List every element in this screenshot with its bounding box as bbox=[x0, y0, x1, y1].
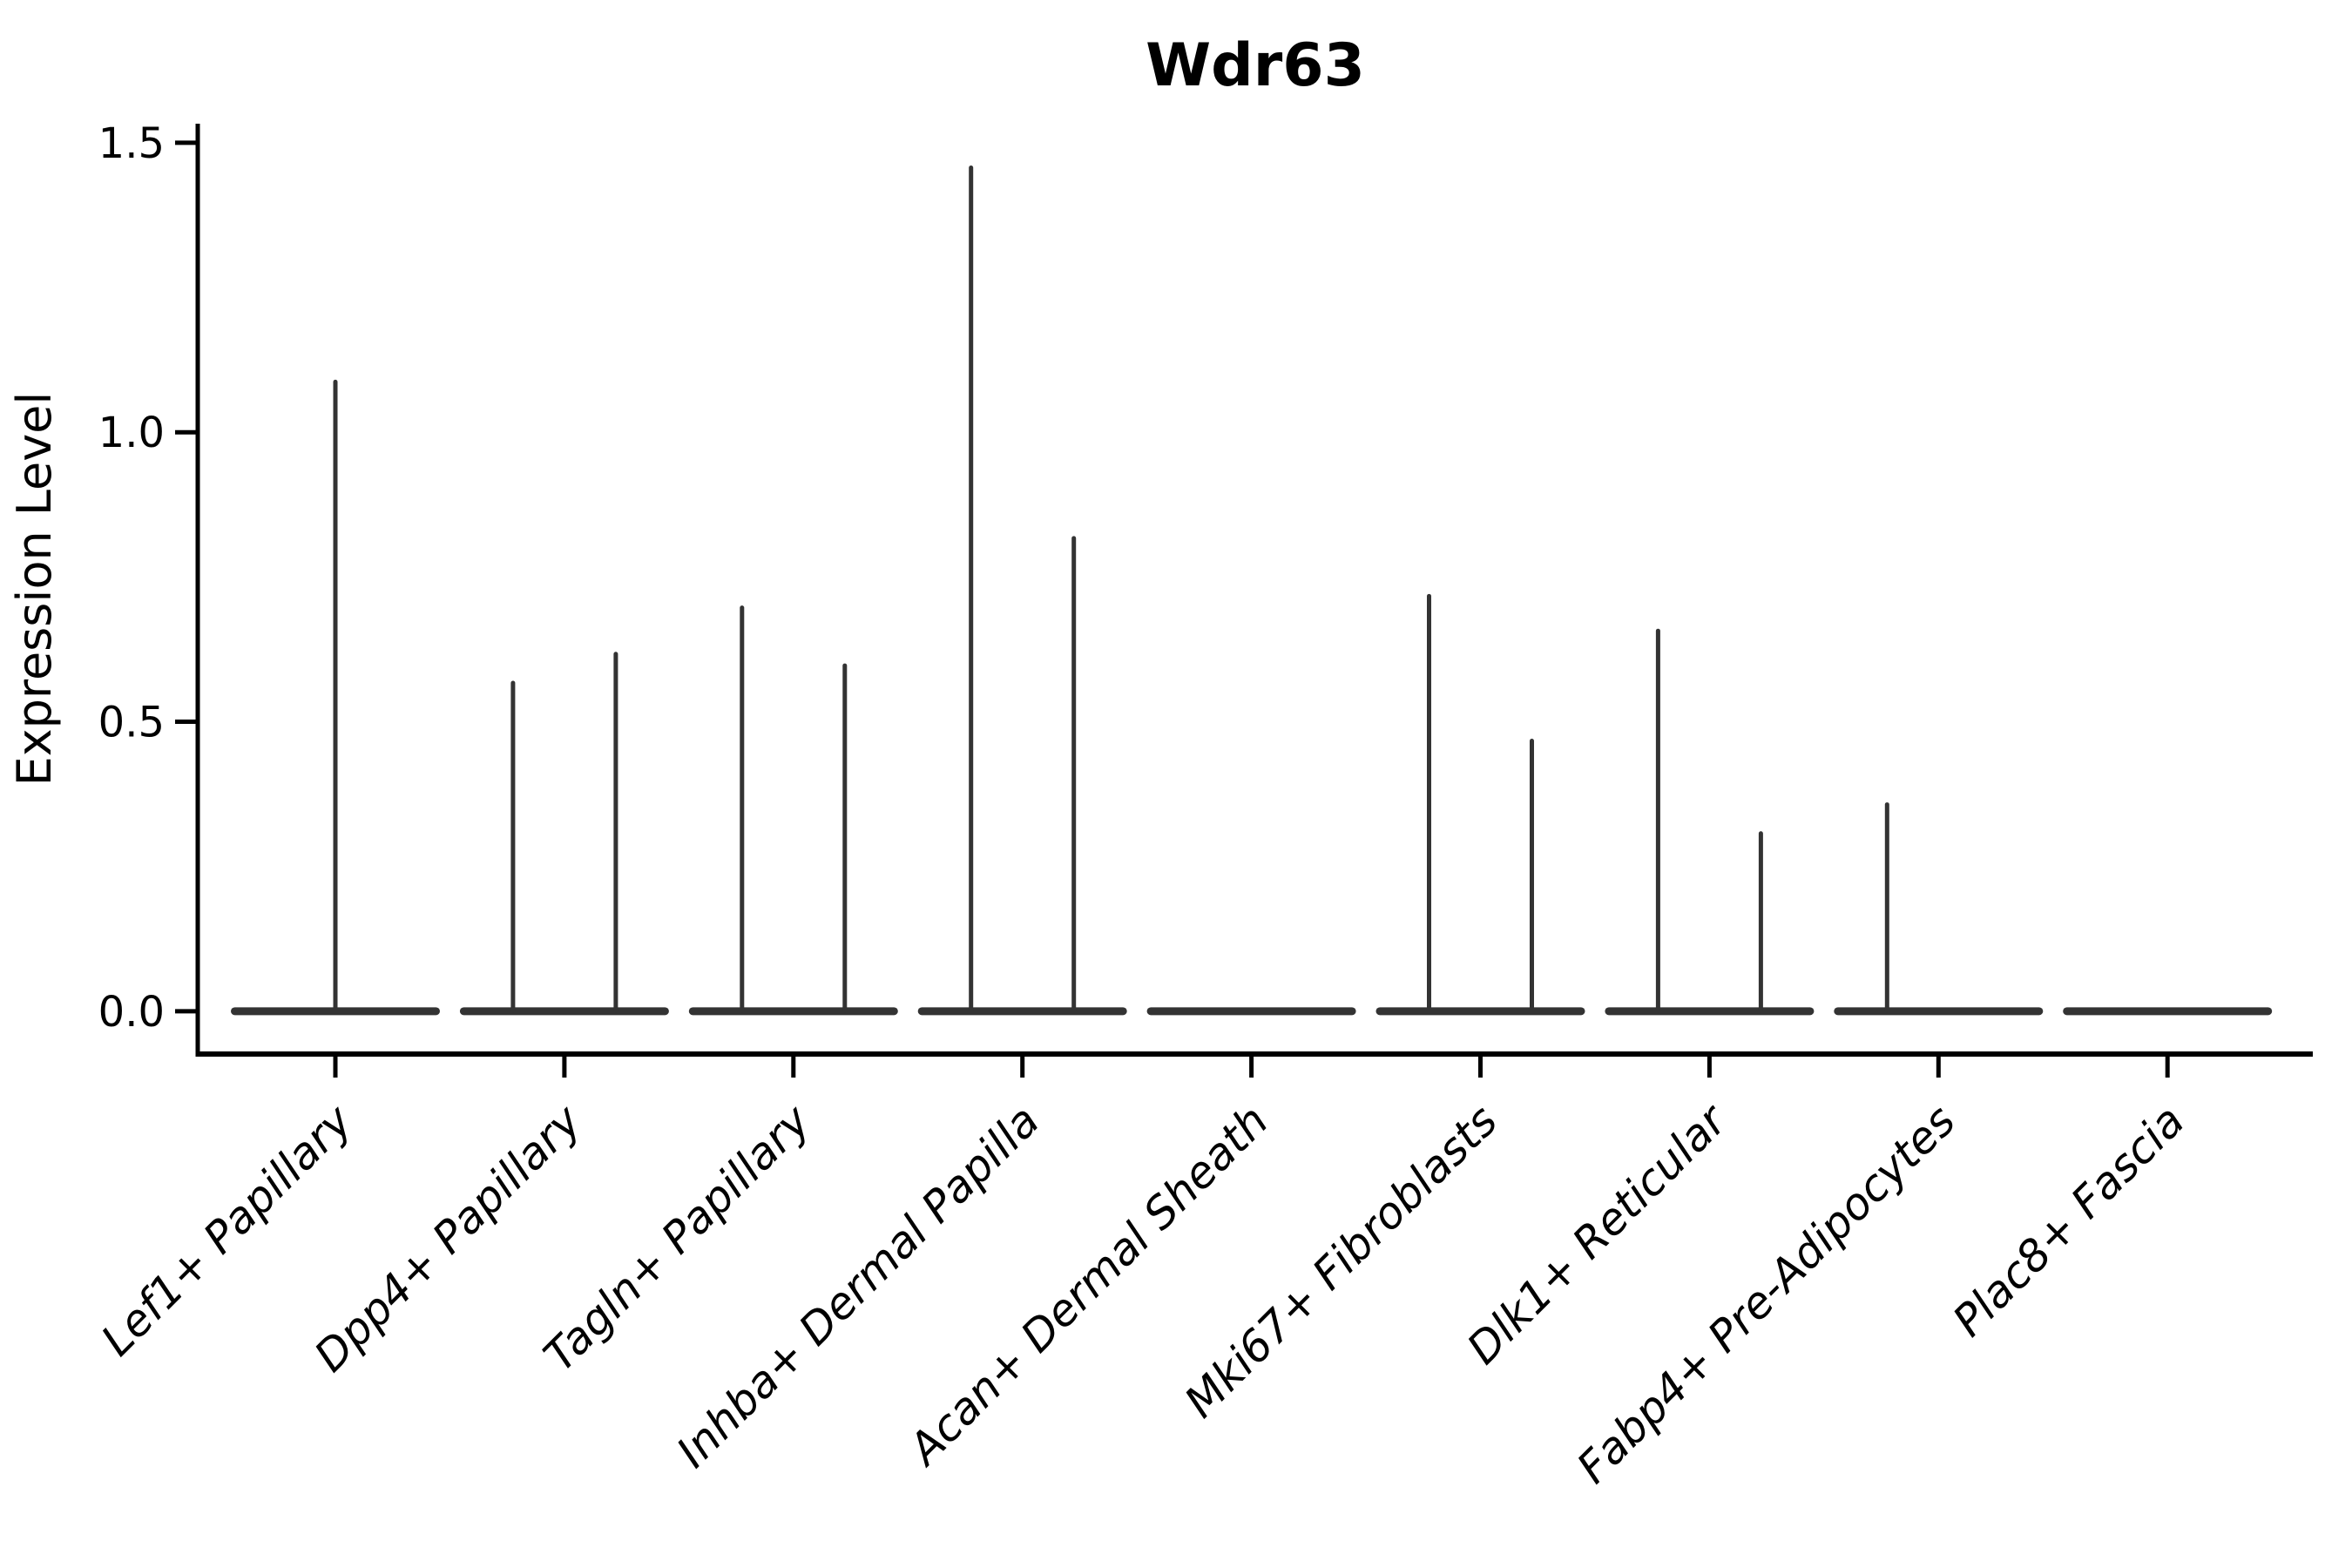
violin-base bbox=[459, 1007, 669, 1016]
x-tick-label: Inhba+ Dermal Papilla bbox=[667, 1095, 1049, 1477]
y-axis-ticks: 0.0 0.5 1.0 1.5 bbox=[98, 119, 198, 1037]
x-tick-label: Plac8+ Fascia bbox=[1943, 1095, 2194, 1346]
violin-base bbox=[1605, 1007, 1815, 1016]
violin-group bbox=[1605, 628, 1815, 1016]
x-tick-label: Acan+ Dermal Sheath bbox=[897, 1095, 1278, 1476]
y-tick-label: 1.5 bbox=[98, 119, 165, 168]
violin-group bbox=[917, 166, 1127, 1016]
axes-spines bbox=[195, 124, 2313, 1057]
violin-base bbox=[1375, 1007, 1585, 1016]
violin-base bbox=[917, 1007, 1127, 1016]
violin-base bbox=[1834, 1007, 2044, 1016]
violin-series bbox=[231, 166, 2273, 1016]
violin-group bbox=[1834, 802, 2044, 1016]
violin-group bbox=[688, 605, 898, 1016]
violin-group bbox=[1146, 1007, 1356, 1016]
chart-title: Wdr63 bbox=[1146, 31, 1365, 100]
violin-group bbox=[2063, 1007, 2273, 1016]
y-tick-label: 0.5 bbox=[98, 699, 165, 747]
violin-base bbox=[2063, 1007, 2273, 1016]
violin-base bbox=[688, 1007, 898, 1016]
x-tick-label: Lef1+ Papillary bbox=[91, 1094, 362, 1365]
violin-group bbox=[231, 379, 440, 1016]
y-tick-label: 1.0 bbox=[98, 409, 165, 457]
x-tick-label: Fabp4+ Pre-Adipocytes bbox=[1567, 1095, 1965, 1493]
y-tick-label: 0.0 bbox=[98, 988, 165, 1037]
violin-group bbox=[459, 652, 669, 1016]
y-axis-label: Expression Level bbox=[7, 392, 62, 787]
violin-group bbox=[1375, 593, 1585, 1016]
violin-base bbox=[1146, 1007, 1356, 1016]
